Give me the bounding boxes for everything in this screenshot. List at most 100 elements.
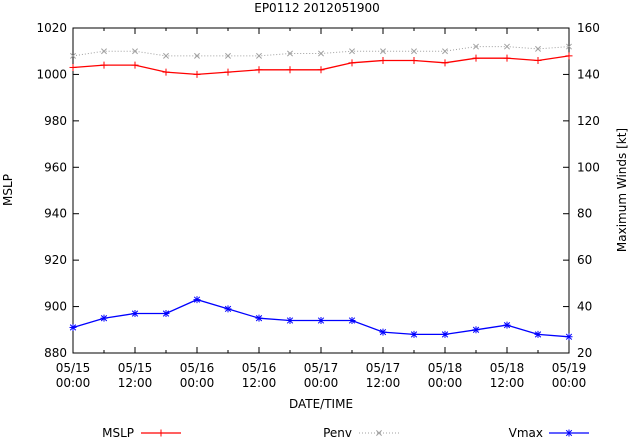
data-point-penv [318, 50, 324, 57]
data-point-mslp [317, 66, 325, 74]
data-point-penv [349, 48, 355, 55]
data-point-mslp [69, 63, 77, 71]
x-tick-label-date: 05/18 [428, 361, 463, 375]
legend-item-penv: Penv [323, 426, 399, 439]
legend-item-mslp: MSLP [102, 426, 181, 439]
data-point-vmax [317, 317, 325, 324]
data-point-penv [504, 43, 510, 50]
y2-tick-label: 100 [577, 160, 600, 174]
x-tick-label-date: 05/17 [304, 361, 339, 375]
data-point-vmax [348, 317, 356, 324]
data-point-mslp [410, 57, 418, 64]
data-point-mslp [503, 54, 511, 62]
x-tick-label-time: 12:00 [242, 376, 277, 390]
plot-area [72, 27, 570, 354]
y2-tick-label: 60 [577, 253, 592, 267]
data-point-penv [380, 48, 386, 55]
legend-marker-vmax [565, 429, 573, 437]
x-axis-label: DATE/TIME [289, 397, 353, 411]
data-point-vmax [503, 321, 511, 329]
data-point-vmax [534, 330, 542, 338]
y-tick-label: 960 [44, 160, 67, 174]
data-point-vmax [100, 314, 108, 322]
data-point-vmax [441, 330, 449, 338]
y-tick-label: 940 [44, 207, 67, 221]
y-axis-label: MSLP [1, 174, 15, 206]
x-tick-label-time: 00:00 [552, 376, 587, 390]
x-tick-label-time: 12:00 [490, 376, 525, 390]
data-point-penv [566, 43, 572, 50]
data-point-mslp [441, 59, 449, 67]
data-point-penv [256, 52, 262, 59]
x-tick-label-date: 05/19 [552, 361, 587, 375]
data-point-vmax [69, 323, 77, 331]
series-penv [70, 43, 572, 59]
data-point-penv [163, 52, 169, 59]
legend-label-vmax: Vmax [509, 426, 543, 439]
data-point-mslp [472, 54, 480, 62]
series-layer [69, 43, 573, 341]
y-tick-label: 900 [44, 300, 67, 314]
data-point-mslp [348, 59, 356, 67]
data-point-penv [101, 48, 107, 55]
data-point-mslp [379, 57, 387, 64]
y2-axis: 20 40 60 80 100 120 140 160 [577, 21, 600, 360]
y2-axis-label: Maximum Winds [kt] [615, 128, 629, 252]
data-point-penv [225, 52, 231, 59]
y2-tick-label: 40 [577, 300, 592, 314]
x-tick-label-date: 05/16 [180, 361, 215, 375]
legend-item-vmax: Vmax [509, 426, 589, 439]
data-point-penv [287, 50, 293, 57]
data-point-mslp [131, 61, 139, 69]
y2-tick-label: 140 [577, 67, 600, 81]
data-point-vmax [379, 328, 387, 336]
data-point-penv [442, 48, 448, 55]
y-tick-label: 980 [44, 114, 67, 128]
legend-label-penv: Penv [323, 426, 352, 439]
data-point-penv [194, 52, 200, 59]
x-tick-label-time: 00:00 [56, 376, 91, 390]
x-axis: 05/1500:0005/1512:0005/1600:0005/1612:00… [56, 28, 587, 390]
chart-title: EP0112 2012051900 [254, 1, 380, 15]
data-point-vmax [410, 330, 418, 338]
data-point-vmax [162, 310, 170, 318]
series-line-penv [72, 46, 570, 57]
x-tick-label-time: 00:00 [428, 376, 463, 390]
data-point-penv [411, 48, 417, 55]
data-point-mslp [193, 70, 201, 78]
x-tick-label-time: 00:00 [180, 376, 215, 390]
series-vmax [69, 296, 573, 341]
data-point-vmax [565, 333, 573, 341]
x-tick-label-date: 05/15 [118, 361, 153, 375]
x-tick-label-time: 12:00 [366, 376, 401, 390]
x-tick-label-time: 00:00 [304, 376, 339, 390]
data-point-mslp [534, 57, 542, 64]
y-tick-label: 1000 [36, 67, 67, 81]
x-tick-label-date: 05/16 [242, 361, 277, 375]
data-point-penv [132, 48, 138, 55]
data-point-mslp [286, 66, 294, 74]
y2-tick-label: 160 [577, 21, 600, 35]
legend-marker-mslp [157, 429, 165, 437]
y-tick-label: 1020 [36, 21, 67, 35]
data-point-mslp [162, 68, 170, 76]
y-tick-label: 920 [44, 253, 67, 267]
x-tick-label-time: 12:00 [118, 376, 153, 390]
data-point-vmax [472, 326, 480, 334]
data-point-mslp [255, 66, 263, 74]
data-point-vmax [255, 314, 263, 322]
y-axis: 880 900 920 940 960 980 1000 1020 [36, 21, 569, 360]
y2-tick-label: 80 [577, 207, 592, 221]
y-tick-label: 880 [44, 346, 67, 360]
x-tick-label-date: 05/15 [56, 361, 91, 375]
legend: MSLP Penv Vmax [102, 426, 589, 439]
data-point-vmax [286, 317, 294, 324]
x-tick-label-date: 05/18 [490, 361, 525, 375]
legend-label-mslp: MSLP [102, 426, 134, 439]
data-point-vmax [131, 310, 139, 318]
series-mslp [69, 52, 573, 78]
data-point-vmax [224, 305, 232, 313]
data-point-mslp [100, 61, 108, 69]
data-point-penv [70, 52, 76, 59]
